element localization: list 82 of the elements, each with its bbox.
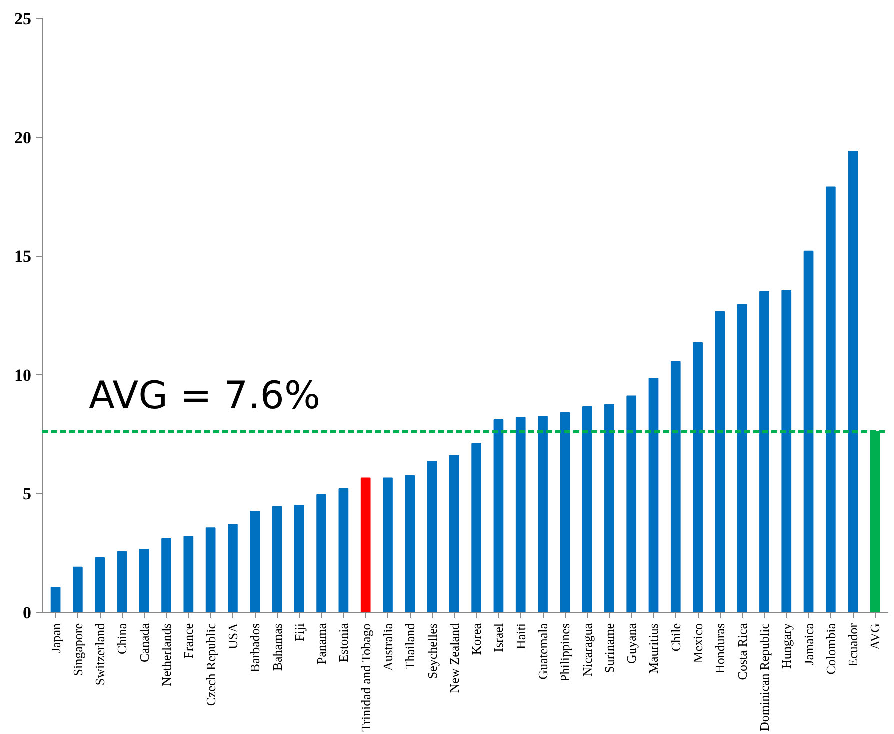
- y-tick-label: 10: [14, 366, 32, 385]
- x-tick-label: Canada: [136, 623, 152, 662]
- bar: [848, 151, 858, 612]
- x-tick-label: China: [114, 623, 130, 655]
- bar: [117, 551, 128, 612]
- bar: [737, 304, 748, 612]
- bar: [206, 528, 216, 612]
- ref-line-label: AVG = 7.6%: [89, 374, 321, 418]
- bar: [538, 416, 548, 612]
- bar: [272, 506, 282, 612]
- bar: [804, 250, 814, 612]
- x-tick-label: New Zealand: [446, 623, 462, 694]
- x-tick-label: AVG: [868, 623, 883, 650]
- x-tick-label: Thailand: [402, 623, 418, 670]
- x-tick-label: USA: [225, 622, 240, 650]
- bar: [494, 420, 504, 612]
- bar: [228, 524, 238, 612]
- y-tick-label: 20: [14, 128, 32, 148]
- x-tick-label: Switzerland: [92, 623, 108, 686]
- x-tick-label: Bahamas: [270, 623, 285, 672]
- bar: [670, 361, 681, 612]
- y-tick-label: 5: [23, 484, 32, 504]
- bar: [449, 455, 460, 612]
- bar: [582, 406, 592, 612]
- x-tick-label: Korea: [469, 623, 484, 656]
- bar: [826, 186, 836, 612]
- x-tick-label: Suriname: [602, 623, 617, 674]
- x-tick-label: Guatemala: [536, 623, 551, 680]
- x-tick-label: Barbados: [248, 623, 263, 673]
- bar: [782, 290, 792, 612]
- x-tick-label: Czech Republic: [203, 623, 218, 706]
- x-tick-label: Jamaica: [801, 623, 816, 666]
- x-tick-label: Panama: [314, 623, 330, 665]
- bar: [162, 538, 172, 612]
- x-tick-label: Colombia: [823, 623, 838, 675]
- y-tick-label: 25: [14, 10, 32, 28]
- bar: [294, 505, 304, 612]
- x-tick-label: Dominican Republic: [756, 623, 772, 732]
- bar: [250, 511, 260, 612]
- bar: [405, 475, 416, 612]
- bar: [560, 412, 570, 612]
- x-tick-label: Costa Rica: [734, 623, 750, 680]
- y-tick-label: 0: [23, 604, 32, 622]
- bar: [316, 494, 326, 612]
- x-tick-label: France: [181, 623, 196, 659]
- x-tick-label: Mexico: [690, 623, 706, 664]
- bar: [139, 549, 150, 612]
- bar: [427, 461, 438, 612]
- bar: [715, 311, 726, 612]
- bar: [383, 478, 393, 612]
- bar: [648, 378, 659, 612]
- x-tick-label: Netherlands: [159, 623, 174, 686]
- bar: [95, 557, 106, 612]
- bar: [50, 587, 61, 612]
- x-tick-label: Honduras: [712, 624, 728, 674]
- x-tick-label: Chile: [668, 623, 684, 652]
- x-tick-label: Seychelles: [424, 624, 440, 680]
- x-tick-label: Mauritius: [646, 623, 662, 674]
- x-tick-label: Hungary: [779, 623, 794, 669]
- bar: [760, 291, 770, 612]
- y-tick-label: 15: [14, 247, 32, 266]
- bar: [472, 443, 482, 612]
- bar: [604, 404, 614, 612]
- x-tick-label: Nicaragua: [580, 623, 595, 677]
- bar: [693, 342, 703, 612]
- x-tick-label: Australia: [380, 623, 396, 672]
- bar: [184, 536, 194, 612]
- x-tick-label: Israel: [491, 623, 506, 652]
- x-tick-label: Japan: [48, 623, 64, 654]
- x-tick-label: Estonia: [336, 623, 352, 662]
- x-tick-label: Haiti: [513, 623, 528, 650]
- x-tick-label: Trinidad and Tobago: [358, 624, 374, 732]
- bar: [73, 566, 83, 612]
- bar: [626, 396, 637, 612]
- x-tick-label: Philippines: [558, 623, 573, 682]
- bar: [360, 478, 371, 612]
- bar: [338, 488, 349, 612]
- bar: [516, 417, 526, 612]
- x-tick-label: Fiji: [292, 623, 307, 642]
- x-tick-label: Singapore: [70, 623, 86, 676]
- x-tick-label: Guyana: [624, 623, 640, 664]
- x-tick-label: Ecuador: [846, 622, 861, 667]
